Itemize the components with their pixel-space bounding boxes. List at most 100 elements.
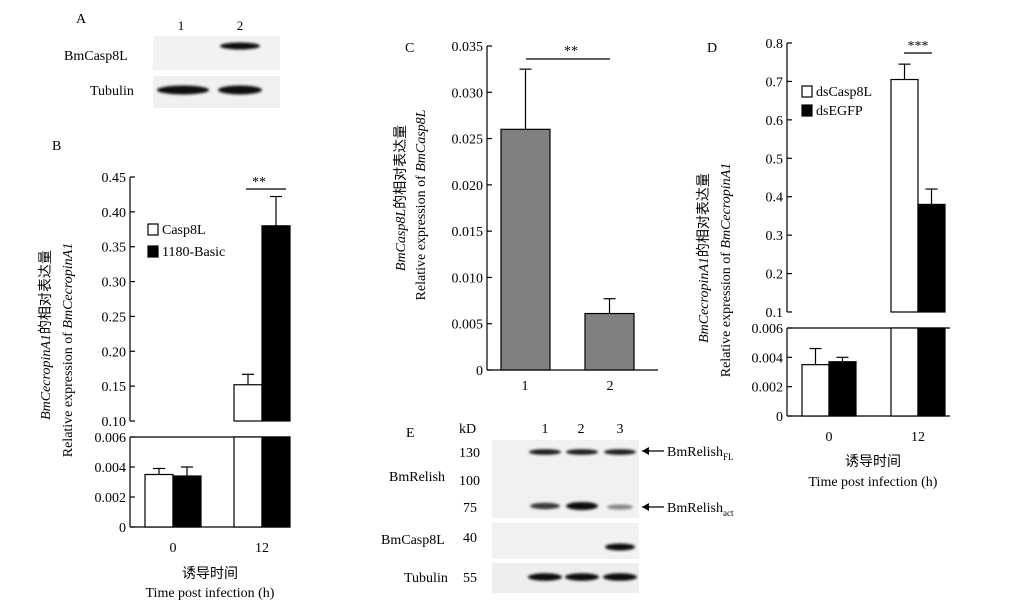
panel-b-legend-casp8l: Casp8L [162, 223, 206, 238]
panel-d-bars [801, 63, 946, 417]
panel-e-lane-1: 1 [542, 422, 549, 437]
panel-b-bar-1-0 [172, 475, 202, 528]
panel-e-row-label-relish: BmRelish [389, 470, 445, 485]
panel-c-ticks: 0 0.005 0.010 0.015 0.020 0.025 0.030 0.035 [452, 40, 492, 379]
panel-b-legend-basic: 1180-Basic [162, 245, 225, 260]
panel-c-ylabel-cn: BmCasp8L的相对表达量 [393, 125, 409, 271]
panel-b-upper-tick-label-5: 0.35 [102, 241, 127, 256]
panel-a-band-casp8l-lane2 [220, 42, 260, 50]
panel-e-label-fl: BmRelishFL [667, 445, 734, 462]
panel-e-label-fl-text: BmRelish [667, 445, 723, 460]
panel-e-label-act-text: BmRelish [667, 501, 723, 516]
panel-b-lower-tick-label-2: 0.004 [95, 461, 127, 476]
panel-e-marker-55: 55 [463, 571, 477, 586]
panel-e-band-fl-lane1 [529, 449, 561, 455]
panel-d-bar-0-1-lower-part [890, 327, 919, 417]
panel-d-lower-ticks: 0 0.002 0.004 0.006 [752, 322, 792, 425]
panel-d-upper-tick-label-6: 0.7 [766, 75, 784, 90]
panel-c-bar-0 [500, 128, 551, 371]
panel-d-bar-1-1-lower-part [917, 327, 946, 417]
panel-c-letter: C [405, 41, 414, 56]
panel-e-arrow-fl-head [642, 447, 649, 455]
panel-c-xtick-0: 1 [522, 379, 529, 394]
panel-d-upper-ticks: 0.1 0.2 0.3 0.4 0.5 0.6 0.7 0.8 [766, 37, 792, 321]
panel-e-band-fl-lane3 [604, 449, 636, 455]
panel-e-row-label-tubulin: Tubulin [404, 571, 448, 586]
panel-d-ylabel-en-prefix: Relative expression of [719, 249, 734, 378]
panel-e-band-tub-lane2 [565, 573, 599, 581]
panel-c-tick-label-4: 0.020 [452, 179, 484, 194]
panel-c-sig-label: ** [564, 44, 578, 59]
panel-e-row-label-casp8l: BmCasp8L [381, 533, 445, 548]
panel-e-unit: kD [459, 422, 476, 437]
panel-b-upper-tick-label-2: 0.20 [102, 345, 127, 360]
panel-b-upper-tick-label-0: 0.10 [102, 415, 127, 430]
panel-b-upper-ticks: 0.10 0.15 0.20 0.25 0.30 0.35 0.40 0.45 [102, 171, 135, 430]
panel-d-upper-tick-label-2: 0.3 [766, 229, 784, 244]
panel-b-lower-ticks: 0 0.002 0.004 0.006 [95, 431, 135, 536]
panel-b-upper-tick-label-6: 0.40 [102, 206, 127, 221]
panel-b-bar-0-1 [233, 384, 263, 422]
panel-b-upper-tick-label-3: 0.25 [102, 310, 127, 325]
panel-a-band-tubulin-lane2 [218, 85, 262, 95]
panel-e-band-tub-lane3 [603, 573, 637, 581]
panel-c-ylabel-cn-text: 的相对表达量 [393, 125, 409, 209]
panel-b-bar-1-1-lower-part [261, 436, 291, 528]
panel-a-blot-casp8l [153, 36, 280, 70]
panel-e: E kD 1 2 3 130 100 75 40 55 BmRelish BmC… [381, 422, 734, 593]
panel-d-upper-tick-label-0: 0.1 [766, 306, 784, 321]
panel-d-upper-tick-label-5: 0.6 [766, 114, 784, 129]
panel-c-ylabel-en-gene: BmCasp8L [414, 109, 429, 171]
panel-b-legend-swatch-casp8l [147, 223, 159, 236]
panel-e-blot-casp8l [492, 523, 639, 559]
panel-a: A 1 2 BmCasp8L Tubulin [64, 12, 280, 108]
panel-d-upper-tick-label-7: 0.8 [766, 37, 784, 52]
panel-a-lane-1: 1 [178, 18, 185, 33]
panel-b-ylabel-cn-text: 的相对表达量 [38, 250, 54, 334]
panel-a-band-tubulin-lane1 [157, 85, 209, 95]
panel-c-tick-label-6: 0.030 [452, 86, 484, 101]
panel-d-lower-tick-label-3: 0.006 [752, 322, 784, 337]
panel-c-tick-label-3: 0.015 [452, 225, 484, 240]
panel-d-ylabel-cn-text: 的相对表达量 [696, 173, 712, 257]
panel-d-legend-dsegfp: dsEGFP [816, 104, 863, 119]
panel-e-band-act-lane3 [607, 504, 633, 510]
panel-b-bar-0-1-lower-part [233, 436, 263, 528]
panel-b-lower-tick-label-1: 0.002 [95, 491, 127, 506]
panel-d-ylabel-gene: BmCecropinA1 [697, 257, 712, 343]
panel-d-bar-1-1 [917, 203, 946, 313]
panel-d-letter: D [707, 41, 717, 56]
panel-e-marker-130: 130 [459, 446, 480, 461]
panel-a-letter: A [76, 12, 87, 27]
panel-e-band-act-lane2 [566, 502, 598, 510]
panel-e-letter: E [406, 426, 415, 441]
panel-b-bar-0-0 [144, 473, 174, 528]
panel-d-upper-tick-label-4: 0.5 [766, 152, 784, 167]
panel-c-ylabel-gene: BmCasp8L [394, 209, 409, 271]
panel-d-upper-tick-label-1: 0.2 [766, 268, 784, 283]
panel-b-bar-1-1 [261, 225, 291, 422]
panel-e-band-tub-lane1 [528, 573, 562, 581]
panel-b-sig-label: ** [252, 175, 266, 190]
panel-c-bar-1 [584, 312, 635, 371]
panel-b-legend-swatch-basic [147, 245, 159, 258]
panel-e-band-fl-lane2 [566, 449, 598, 455]
panel-b-lower-tick-label-3: 0.006 [95, 431, 127, 446]
panel-d-bar-1-0 [828, 361, 857, 417]
panel-c-tick-label-5: 0.025 [452, 133, 484, 148]
panel-d-sig-label: *** [908, 39, 929, 54]
panel-a-row-label-casp8l: BmCasp8L [64, 49, 128, 64]
panel-c-tick-label-0: 0 [476, 364, 483, 379]
panel-e-label-act-sub: act [723, 508, 734, 518]
panel-c-ylabel-en-prefix: Relative expression of [414, 172, 429, 301]
panel-d-lower-tick-label-1: 0.002 [752, 381, 784, 396]
panel-d-legend-swatch-dscasp8l [801, 85, 813, 98]
panel-a-row-label-tubulin: Tubulin [90, 84, 134, 99]
panel-e-arrow-act-head [642, 503, 649, 511]
panel-d-legend-swatch-dsegfp [801, 104, 813, 117]
panel-c: C BmCasp8L的相对表达量 Relative expression of … [393, 40, 658, 394]
panel-b-bars [144, 195, 291, 528]
panel-e-marker-100: 100 [459, 474, 480, 489]
panel-e-lane-3: 3 [617, 422, 624, 437]
